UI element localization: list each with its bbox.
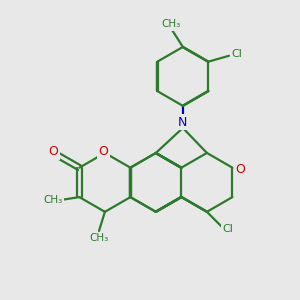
Text: N: N — [178, 116, 188, 128]
Text: O: O — [98, 145, 108, 158]
Text: CH₃: CH₃ — [161, 19, 181, 29]
Text: O: O — [49, 145, 58, 158]
Text: Cl: Cl — [232, 49, 243, 59]
Text: O: O — [236, 163, 246, 176]
Text: Cl: Cl — [223, 224, 233, 235]
Text: CH₃: CH₃ — [89, 233, 109, 243]
Text: CH₃: CH₃ — [43, 195, 62, 205]
